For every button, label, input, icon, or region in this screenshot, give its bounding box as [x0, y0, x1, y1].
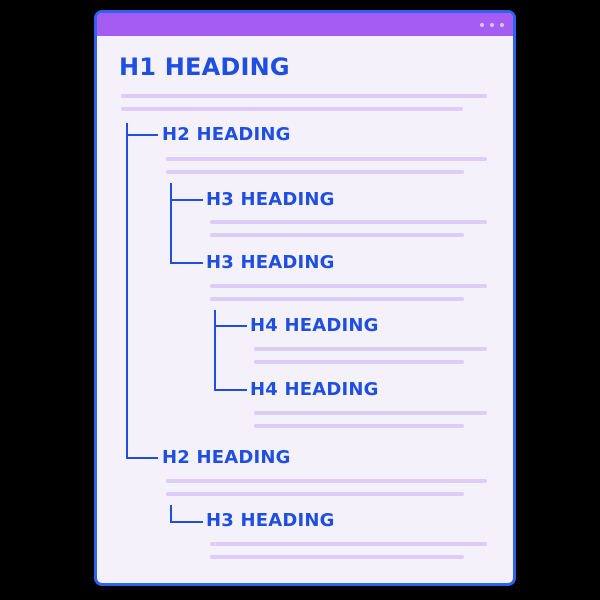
outline-connector [170, 183, 172, 264]
text-placeholder-line [210, 233, 464, 237]
text-placeholder-line [210, 220, 487, 224]
h4-heading: H4 HEADING [250, 379, 379, 400]
text-placeholder-line [210, 555, 464, 559]
window-titlebar [97, 13, 513, 36]
outline-connector [126, 123, 128, 459]
h4-heading: H4 HEADING [250, 315, 379, 336]
text-placeholder-line [166, 492, 464, 496]
h2-heading: H2 HEADING [162, 447, 291, 468]
text-placeholder-line [166, 157, 487, 161]
text-placeholder-line [210, 542, 487, 546]
window-dot-icon[interactable] [490, 23, 494, 27]
text-placeholder-line [254, 360, 464, 364]
outline-connector [126, 457, 158, 459]
text-placeholder-line [121, 107, 463, 111]
text-placeholder-line [210, 284, 487, 288]
outline-connector [214, 389, 247, 391]
text-placeholder-line [166, 170, 464, 174]
h1-heading: H1 HEADING [119, 53, 290, 81]
outline-connector [126, 134, 158, 136]
outline-connector [214, 310, 216, 391]
text-placeholder-line [254, 411, 487, 415]
document-window: H1 HEADING H2 HEADING H3 HEADING H3 HEAD… [94, 10, 516, 586]
outline-connector [170, 505, 172, 523]
h3-heading: H3 HEADING [206, 189, 335, 210]
outline-connector [170, 199, 203, 201]
window-dot-icon[interactable] [480, 23, 484, 27]
text-placeholder-line [210, 297, 464, 301]
text-placeholder-line [254, 424, 464, 428]
h3-heading: H3 HEADING [206, 510, 335, 531]
outline-connector [170, 262, 203, 264]
window-dot-icon[interactable] [500, 23, 504, 27]
text-placeholder-line [121, 94, 487, 98]
text-placeholder-line [254, 347, 487, 351]
text-placeholder-line [166, 479, 487, 483]
h2-heading: H2 HEADING [162, 124, 291, 145]
h3-heading: H3 HEADING [206, 252, 335, 273]
outline-connector [170, 521, 203, 523]
outline-connector [214, 325, 247, 327]
